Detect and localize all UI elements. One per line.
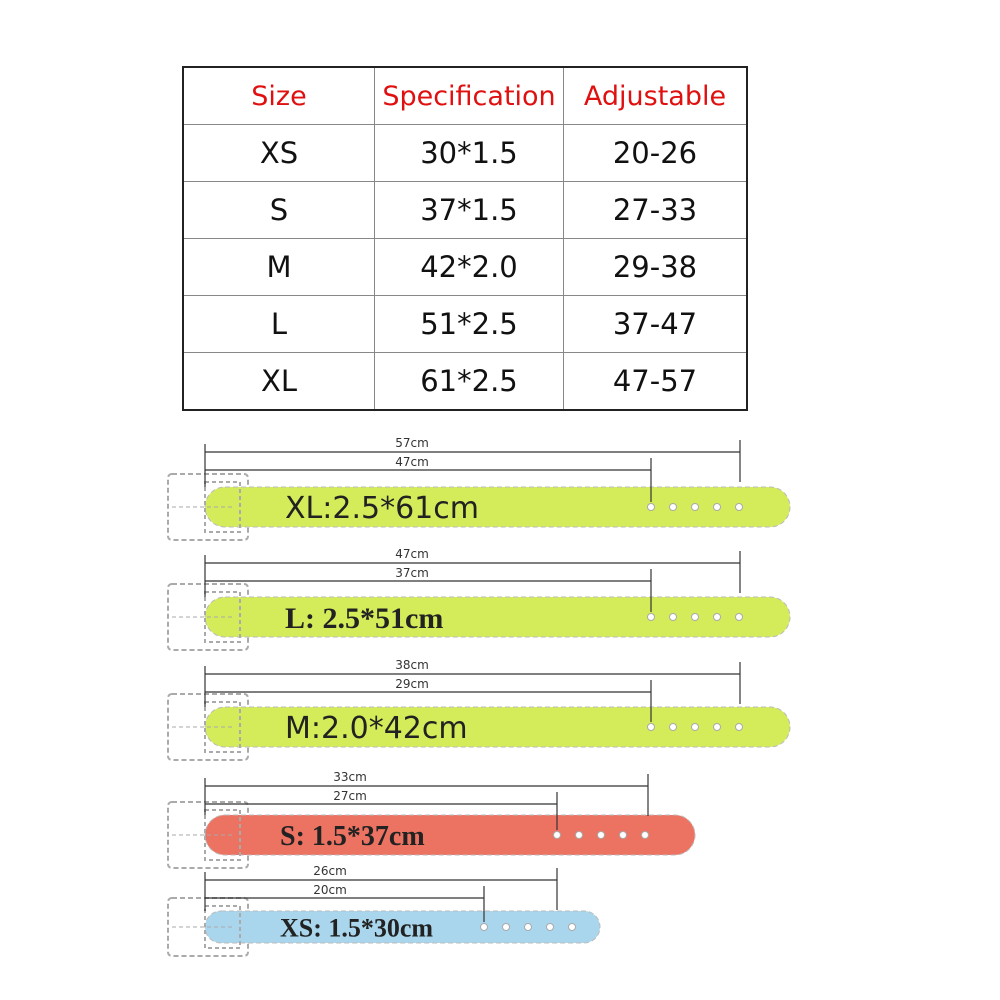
table-row: L 51*2.5 37-47 (182, 295, 748, 353)
hole (735, 503, 743, 511)
inner-label: 29cm (395, 677, 429, 691)
table-cell: 37-47 (563, 295, 748, 353)
belt (204, 596, 791, 638)
table-cell: 61*2.5 (374, 352, 564, 411)
hole (669, 503, 677, 511)
hole (691, 503, 699, 511)
table-cell: 51*2.5 (374, 295, 564, 353)
inner-label: 37cm (395, 566, 429, 580)
belt-label: XS: 1.5*30cm (280, 913, 433, 942)
table-cell: XS (182, 124, 375, 182)
table-row: XL 61*2.5 47-57 (182, 352, 748, 411)
inner-label: 47cm (395, 455, 429, 469)
inner-label: 27cm (333, 789, 367, 803)
table-row: S 37*1.5 27-33 (182, 181, 748, 239)
hole (691, 723, 699, 731)
buckle-bar (204, 481, 241, 533)
hole (647, 503, 655, 511)
belt-label: L: 2.5*51cm (285, 602, 443, 635)
hole (669, 723, 677, 731)
hole (575, 831, 583, 839)
hole (553, 831, 561, 839)
table-cell: 42*2.0 (374, 238, 564, 296)
hole (546, 923, 554, 931)
inner-label: 20cm (313, 883, 347, 897)
buckle-bar (204, 701, 241, 753)
belt (204, 814, 696, 856)
buckle-bar (204, 591, 241, 643)
size-table: Size Specification Adjustable XS 30*1.5 20… (182, 66, 748, 411)
table-cell: S (182, 181, 375, 239)
hole (568, 923, 576, 931)
hole (713, 503, 721, 511)
header-cell: Specification (374, 66, 564, 125)
belt (204, 486, 791, 528)
outer-label: 57cm (395, 436, 429, 450)
belt-label: XL:2.5*61cm (285, 491, 479, 526)
hole (691, 613, 699, 621)
hole (480, 923, 488, 931)
hole (669, 613, 677, 621)
hole (735, 723, 743, 731)
outer-label: 38cm (395, 658, 429, 672)
table-row: M 42*2.0 29-38 (182, 238, 748, 296)
hole (502, 923, 510, 931)
belt-label: S: 1.5*37cm (280, 821, 425, 852)
belt (204, 706, 791, 748)
hole (641, 831, 649, 839)
hole (713, 613, 721, 621)
header-row: Size Specification Adjustable (182, 66, 748, 125)
hole (647, 613, 655, 621)
hole (713, 723, 721, 731)
hole (524, 923, 532, 931)
hole (619, 831, 627, 839)
table-cell: 47-57 (563, 352, 748, 411)
header-cell: Adjustable (563, 66, 748, 125)
table-cell: 27-33 (563, 181, 748, 239)
table-cell: 37*1.5 (374, 181, 564, 239)
table-cell: L (182, 295, 375, 353)
belt-label: M:2.0*42cm (285, 711, 468, 746)
table-cell: XL (182, 352, 375, 411)
hole (735, 613, 743, 621)
outer-label: 47cm (395, 547, 429, 561)
hole (647, 723, 655, 731)
buckle-bar (204, 809, 241, 861)
hole (597, 831, 605, 839)
outer-label: 33cm (333, 770, 367, 784)
table-cell: 29-38 (563, 238, 748, 296)
table-cell: M (182, 238, 375, 296)
outer-label: 26cm (313, 864, 347, 878)
buckle-bar (204, 905, 241, 949)
table-cell: 30*1.5 (374, 124, 564, 182)
